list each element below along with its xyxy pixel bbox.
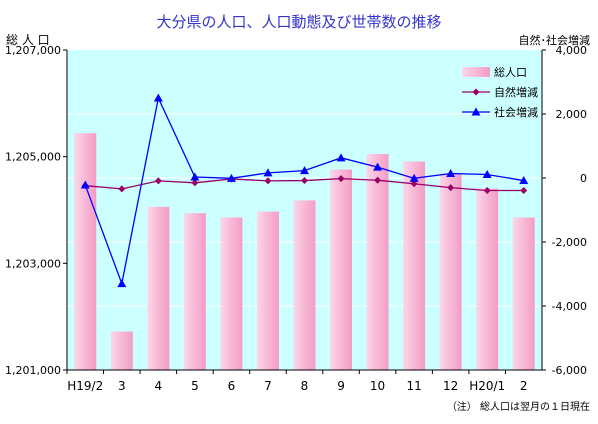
point-triangle-8 xyxy=(300,166,309,175)
legend-label: 社会増減 xyxy=(494,105,538,119)
x-tick-label: 6 xyxy=(228,379,236,393)
legend-swatch-bar xyxy=(462,67,490,77)
chart-title: 大分県の人口、人口動態及び世帯数の推移 xyxy=(156,13,441,31)
point-triangle-3 xyxy=(117,279,127,288)
bar-10 xyxy=(366,154,389,370)
bar-11 xyxy=(403,161,426,370)
x-tick-label: H20/1 xyxy=(469,379,505,393)
point-diamond-7 xyxy=(264,177,272,185)
bar-H19/2 xyxy=(74,133,97,370)
legend-marker-triangle xyxy=(471,107,481,116)
bar-2 xyxy=(512,217,535,370)
point-diamond-9 xyxy=(337,175,345,183)
left-tick-label: 1,207,000 xyxy=(5,44,61,57)
right-tick-label: 4,000 xyxy=(556,44,588,57)
left-tick-label: 1,205,000 xyxy=(5,151,61,164)
right-tick-label: -4,000 xyxy=(552,300,587,313)
bar-12 xyxy=(439,173,462,370)
point-diamond-H20/1 xyxy=(483,186,491,194)
legend-marker-diamond xyxy=(472,88,480,96)
footnote: （注） 総人口は翌月の１日現在 xyxy=(447,400,590,413)
right-tick-label: 0 xyxy=(580,172,587,185)
x-tick-label: 9 xyxy=(337,379,345,393)
x-tick-label: 5 xyxy=(191,379,199,393)
bar-6 xyxy=(220,217,243,370)
point-triangle-9 xyxy=(336,153,346,162)
bar-7 xyxy=(257,211,279,370)
bar-8 xyxy=(293,200,316,370)
left-tick-label: 1,203,000 xyxy=(5,257,61,270)
point-diamond-11 xyxy=(410,180,418,188)
right-tick-label: -2,000 xyxy=(552,236,587,249)
point-triangle-6 xyxy=(226,173,236,182)
x-tick-label: 12 xyxy=(443,379,458,393)
point-triangle-7 xyxy=(263,168,273,177)
point-diamond-4 xyxy=(154,177,162,185)
x-tick-label: H19/2 xyxy=(67,379,103,393)
right-tick-label: 2,000 xyxy=(556,108,588,121)
x-tick-label: 2 xyxy=(520,379,528,393)
point-triangle-10 xyxy=(373,162,383,171)
point-diamond-5 xyxy=(191,179,199,187)
x-tick-label: 7 xyxy=(264,379,272,393)
axes: 1,201,000 1,203,000 1,205,000 1,207,000 -6,0… xyxy=(5,44,587,393)
x-tick-label: 11 xyxy=(406,379,421,393)
point-triangle-5 xyxy=(190,172,200,181)
point-diamond-10 xyxy=(374,176,382,184)
x-tick-label: 10 xyxy=(370,379,385,393)
point-triangle-H20/1 xyxy=(482,169,492,178)
bar-H20/1 xyxy=(476,188,499,370)
point-triangle-4 xyxy=(153,93,163,102)
bars xyxy=(74,133,535,370)
x-tick-label: 4 xyxy=(155,379,163,393)
left-tick-label: 1,201,000 xyxy=(5,364,61,377)
left-axis-title: 総 人 口 xyxy=(6,33,50,47)
point-diamond-2 xyxy=(520,186,528,194)
point-triangle-H19/2 xyxy=(80,180,90,189)
point-diamond-8 xyxy=(301,177,308,185)
legend-label: 総人口 xyxy=(494,65,527,79)
bar-4 xyxy=(147,206,170,370)
point-triangle-12 xyxy=(446,169,456,178)
bar-3 xyxy=(110,331,133,370)
bar-9 xyxy=(330,169,352,370)
right-axis-title: 自然･社会増減 xyxy=(519,33,591,47)
right-tick-label: -6,000 xyxy=(552,364,587,377)
point-triangle-2 xyxy=(519,176,529,185)
x-tick-label: 8 xyxy=(301,379,309,393)
point-diamond-12 xyxy=(447,184,455,192)
lines xyxy=(80,93,529,288)
point-triangle-11 xyxy=(409,173,419,182)
point-diamond-3 xyxy=(118,185,126,193)
legend-label: 自然増減 xyxy=(494,85,538,99)
x-tick-label: 3 xyxy=(118,379,126,393)
bar-5 xyxy=(183,213,206,370)
